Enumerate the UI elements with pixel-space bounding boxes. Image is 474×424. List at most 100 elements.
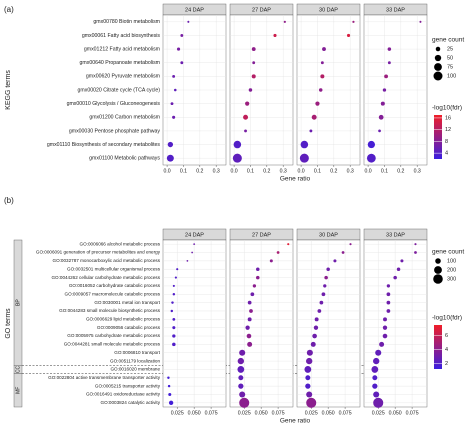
- dot: [239, 349, 246, 356]
- term-label: GO:0044281 small molecule metabolic proc…: [64, 342, 161, 347]
- dot: [172, 326, 176, 330]
- legend-dot: [433, 274, 443, 284]
- dot: [352, 20, 355, 23]
- group-label: MF: [15, 387, 21, 394]
- legend-dot: [434, 266, 442, 274]
- term-label: GO:0032501 multicellular organismal proc…: [67, 266, 161, 271]
- facet-label: 30 DAP: [319, 7, 338, 13]
- x-tick-label: 0.3: [414, 168, 421, 174]
- y-axis-label: KEGG terms: [5, 70, 12, 110]
- x-tick-label: 0.050: [322, 410, 335, 416]
- dot: [375, 349, 382, 356]
- legend-dot: [435, 258, 441, 264]
- dot: [372, 375, 378, 381]
- legend-label: 16: [445, 115, 451, 121]
- dot: [386, 300, 391, 305]
- facet-label: 33 DAP: [386, 7, 405, 13]
- dot: [251, 47, 256, 52]
- dot: [244, 129, 247, 133]
- x-tick-label: 0.2: [397, 168, 404, 174]
- legend-label: 6: [445, 333, 448, 339]
- dot: [315, 101, 320, 106]
- y-axis-label: GO terms: [5, 308, 12, 339]
- legend-label: 100: [447, 258, 456, 264]
- x-tick-label: 0.075: [205, 410, 218, 416]
- term-label: GO:0009056 catabolic process: [97, 325, 161, 330]
- dot: [305, 375, 311, 381]
- term-label: gmx01212 Fatty acid metabolism: [84, 46, 160, 52]
- legend-title: -log10(fdr): [432, 315, 462, 322]
- dot: [191, 251, 194, 254]
- dot: [306, 391, 313, 398]
- term-label: GO:0003824 catalytic activity: [101, 400, 161, 405]
- dot: [386, 292, 391, 297]
- legend-label: 25: [447, 46, 453, 52]
- dot: [239, 391, 246, 398]
- dot: [318, 88, 323, 92]
- dot: [180, 61, 184, 65]
- x-tick-label: 0.0: [297, 168, 304, 174]
- group-label: CC: [15, 365, 21, 373]
- dot: [171, 301, 174, 304]
- dot: [306, 357, 313, 365]
- legend-label: 4: [445, 347, 448, 353]
- facet-label: 24 DAP: [185, 232, 204, 238]
- term-label: GO:0006629 lipid metabolic process: [86, 317, 161, 322]
- dot: [174, 276, 177, 279]
- term-label: gmx01110 Biosynthesis of secondary metab…: [47, 142, 161, 148]
- term-label: gmx01100 Metabolic pathways: [89, 156, 160, 162]
- dot: [246, 333, 252, 339]
- dot: [372, 383, 378, 389]
- legend-label: 50: [447, 55, 453, 61]
- dot: [306, 349, 313, 356]
- color-bar: [434, 115, 442, 159]
- dot: [256, 275, 260, 280]
- term-label: gmx00020 Citrate cycle (TCA cycle): [78, 87, 161, 93]
- dot: [245, 101, 250, 106]
- dot: [304, 366, 312, 373]
- legend-label: 200: [447, 267, 456, 273]
- dot: [373, 391, 380, 398]
- dot: [346, 33, 351, 38]
- dot: [309, 129, 313, 133]
- legend-dot: [433, 71, 443, 81]
- x-tick-label: 0.075: [339, 410, 352, 416]
- dot: [172, 293, 176, 296]
- dot: [324, 275, 328, 280]
- term-label: gmx00640 Propanoate metabolism: [80, 60, 160, 66]
- group-strip: [13, 373, 23, 408]
- dot: [172, 334, 176, 338]
- dot: [378, 114, 384, 120]
- x-tick-label: 0.0: [163, 168, 170, 174]
- dot: [168, 400, 174, 405]
- x-axis-label: Gene ratio: [280, 418, 311, 424]
- panel-label: (a): [4, 5, 14, 14]
- dot: [170, 309, 174, 313]
- legend-label: 100: [447, 73, 456, 79]
- dot: [245, 325, 250, 330]
- dot: [168, 392, 172, 396]
- dot: [384, 74, 389, 79]
- dot: [172, 115, 176, 119]
- dot: [256, 267, 260, 271]
- dot: [170, 102, 174, 106]
- dot: [172, 317, 176, 321]
- dot: [247, 341, 253, 347]
- dot: [400, 259, 404, 263]
- dot: [317, 309, 322, 313]
- dot: [252, 284, 257, 288]
- dot: [299, 153, 309, 163]
- facet-label: 33 DAP: [386, 232, 405, 238]
- x-tick-label: 0.075: [406, 410, 419, 416]
- facet-label: 27 DAP: [252, 7, 271, 13]
- dot: [237, 357, 244, 365]
- dot: [238, 375, 244, 381]
- facet-label: 30 DAP: [319, 232, 338, 238]
- dot: [173, 88, 177, 92]
- dot: [250, 292, 255, 297]
- dot: [167, 376, 170, 380]
- x-tick-label: 0.3: [213, 168, 220, 174]
- dot: [379, 341, 385, 347]
- dot: [311, 114, 317, 120]
- dot: [180, 34, 184, 37]
